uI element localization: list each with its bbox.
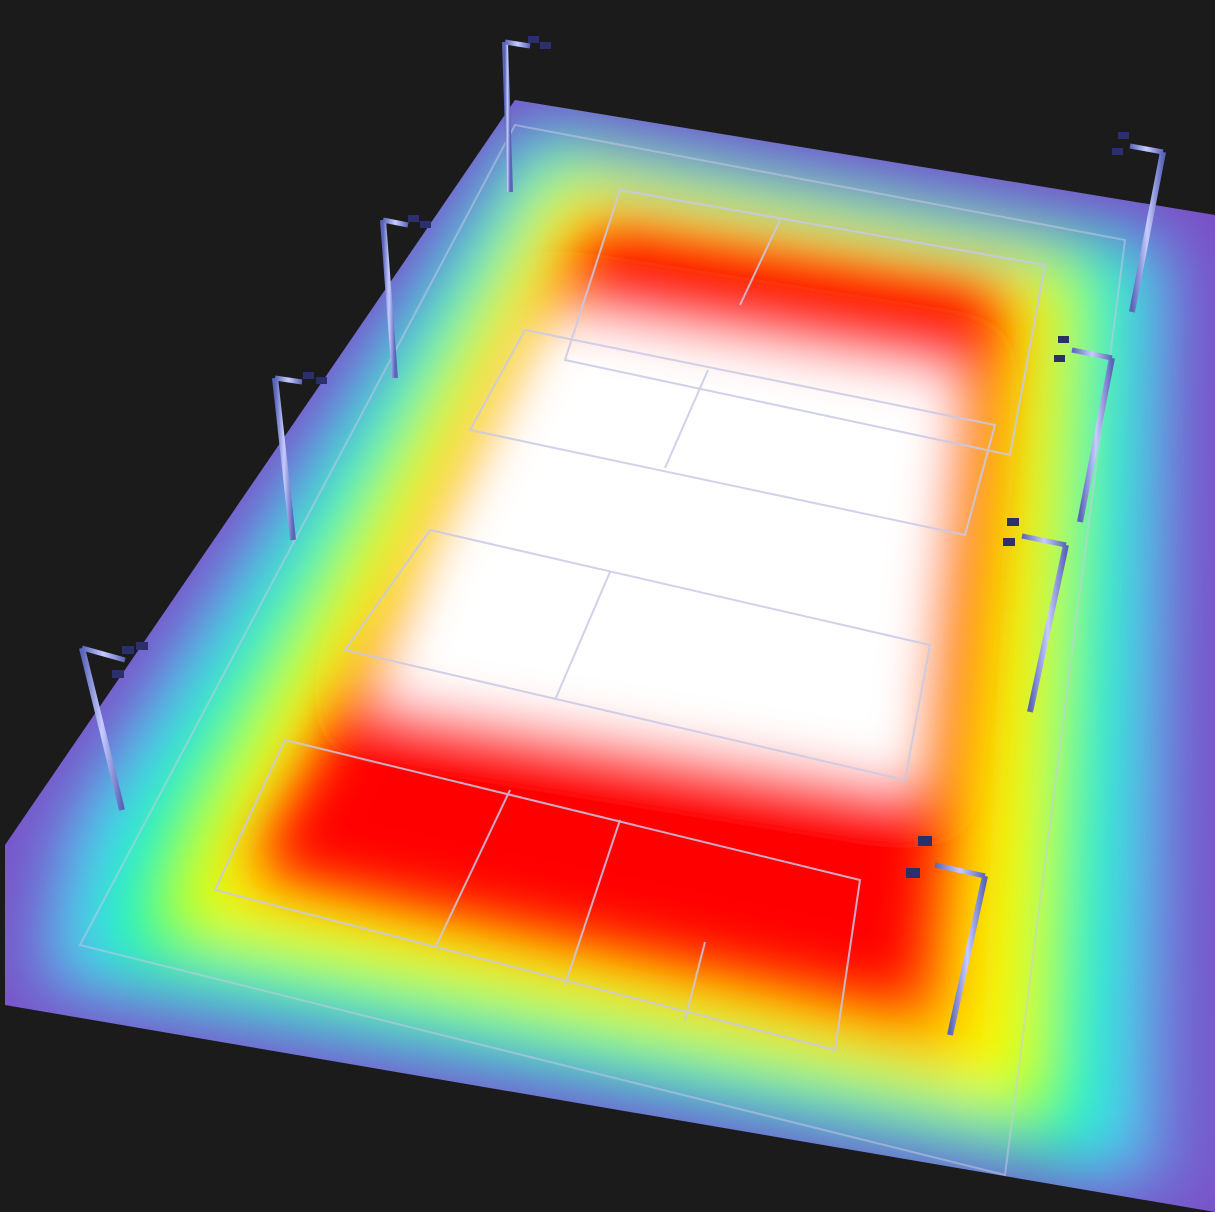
light-pole: [1054, 336, 1115, 523]
luminaire-icon: [1054, 355, 1065, 362]
light-pole: [79, 642, 148, 811]
luminaire-icon: [1007, 518, 1019, 526]
court-top: [563, 188, 1047, 457]
luminaire-icon: [918, 836, 932, 846]
luminaire-icon: [408, 215, 419, 222]
luminaire-icon: [303, 372, 314, 379]
light-pole: [906, 836, 988, 1036]
court-bottom: [213, 738, 862, 1052]
court-outer-boundary: [78, 123, 1127, 1177]
light-pole: [502, 36, 551, 193]
luminaire-icon: [1058, 336, 1069, 343]
luminaire-icon: [136, 642, 148, 650]
luminaire-icon: [1112, 148, 1123, 155]
light-pole: [1003, 518, 1069, 713]
light-pole: [1112, 132, 1166, 313]
luminaire-icon: [420, 221, 431, 228]
luminaire-icon: [316, 377, 327, 384]
light-pole: [272, 372, 327, 541]
luminaire-icon: [122, 646, 134, 654]
luminaire-icon: [112, 670, 124, 678]
court-upper-middle: [468, 328, 997, 537]
luminaire-icon: [528, 36, 539, 43]
luminaire-icon: [1003, 538, 1015, 546]
light-pole: [380, 215, 431, 379]
light-poles: [79, 36, 1166, 1036]
court-lower-middle: [343, 528, 932, 782]
court-lines: [78, 123, 1127, 1177]
heatmap-level-white: [370, 310, 960, 790]
luminaire-icon: [540, 42, 551, 49]
luminaire-icon: [906, 868, 920, 878]
luminaire-icon: [1118, 132, 1129, 139]
